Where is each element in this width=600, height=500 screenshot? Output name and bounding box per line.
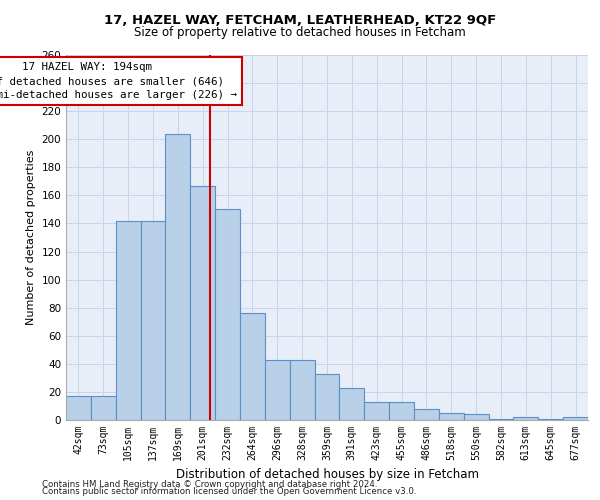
Bar [439, 413, 464, 420]
Bar [389, 402, 414, 420]
Bar [190, 186, 215, 420]
Bar [563, 417, 588, 420]
Bar [265, 360, 290, 420]
Bar [215, 210, 240, 420]
Bar [514, 417, 538, 420]
Bar [166, 134, 190, 420]
X-axis label: Distribution of detached houses by size in Fetcham: Distribution of detached houses by size … [176, 468, 479, 481]
Bar [91, 396, 116, 420]
Bar [290, 360, 314, 420]
Bar [464, 414, 488, 420]
Y-axis label: Number of detached properties: Number of detached properties [26, 150, 36, 325]
Bar [116, 220, 140, 420]
Bar [488, 418, 514, 420]
Bar [66, 396, 91, 420]
Text: Contains public sector information licensed under the Open Government Licence v3: Contains public sector information licen… [42, 487, 416, 496]
Bar [240, 314, 265, 420]
Text: Size of property relative to detached houses in Fetcham: Size of property relative to detached ho… [134, 26, 466, 39]
Bar [340, 388, 364, 420]
Text: Contains HM Land Registry data © Crown copyright and database right 2024.: Contains HM Land Registry data © Crown c… [42, 480, 377, 489]
Bar [364, 402, 389, 420]
Text: 17, HAZEL WAY, FETCHAM, LEATHERHEAD, KT22 9QF: 17, HAZEL WAY, FETCHAM, LEATHERHEAD, KT2… [104, 14, 496, 27]
Text: 17 HAZEL WAY: 194sqm
← 73% of detached houses are smaller (646)
26% of semi-deta: 17 HAZEL WAY: 194sqm ← 73% of detached h… [0, 62, 236, 100]
Bar [414, 409, 439, 420]
Bar [538, 418, 563, 420]
Bar [140, 220, 166, 420]
Bar [314, 374, 340, 420]
